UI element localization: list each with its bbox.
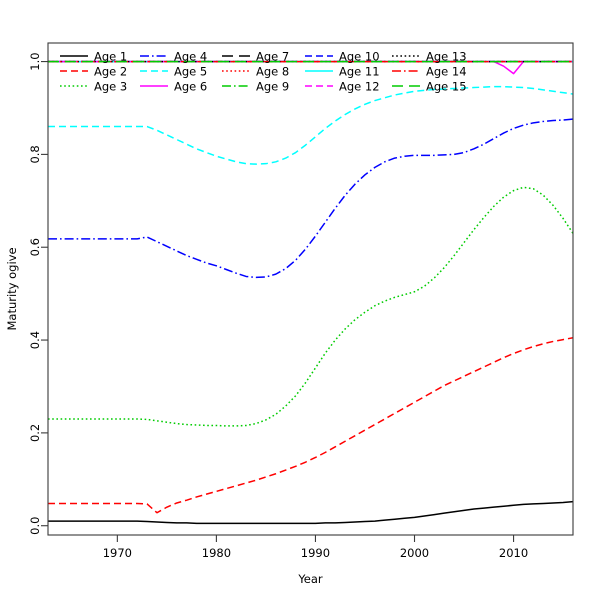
x-tick-label: 1980 (202, 546, 231, 560)
series-line-age-2 (48, 337, 574, 514)
y-tick-label: 0.2 (28, 424, 42, 442)
x-tick-label: 1970 (103, 546, 132, 560)
legend-label-age-4: Age 4 (174, 50, 207, 64)
series-line-age-4 (48, 118, 574, 279)
series-line-age-5 (48, 85, 574, 165)
legend-label-age-2: Age 2 (94, 65, 127, 79)
x-tick-label: 2000 (400, 546, 429, 560)
y-tick-label: 0.4 (28, 331, 42, 349)
x-tick-label: 1990 (301, 546, 330, 560)
legend-label-age-5: Age 5 (174, 65, 207, 79)
legend-label-age-15: Age 15 (426, 80, 467, 94)
legend-label-age-6: Age 6 (174, 80, 207, 94)
y-tick-label: 0.6 (28, 238, 42, 256)
x-axis-title: Year (297, 572, 323, 586)
y-tick-label: 0.0 (28, 517, 42, 535)
legend-label-age-11: Age 11 (339, 65, 380, 79)
axes-layer: 1970 1980 1990 2000 2010 0.0 0.2 0.4 0.6 0.8 1.0 Ye… (5, 42, 574, 586)
legend-label-age-13: Age 13 (426, 50, 467, 64)
legend-label-age-3: Age 3 (94, 80, 127, 94)
legend-label-age-9: Age 9 (256, 80, 289, 94)
y-axis-title: Maturity ogive (5, 247, 19, 330)
x-tick-label: 2010 (499, 546, 528, 560)
plot-frame (47, 42, 574, 536)
legend-label-age-7: Age 7 (256, 50, 289, 64)
y-tick-label: 1.0 (28, 52, 42, 70)
series-line-age-3 (48, 186, 574, 427)
legend-label-age-1: Age 1 (94, 50, 127, 64)
legend-label-age-12: Age 12 (339, 80, 380, 94)
legend-label-age-8: Age 8 (256, 65, 289, 79)
legend-label-age-10: Age 10 (339, 50, 380, 64)
legend-label-age-14: Age 14 (426, 65, 467, 79)
series-layer (48, 60, 574, 525)
series-line-age-1 (48, 500, 574, 525)
y-tick-label: 0.8 (28, 145, 42, 163)
